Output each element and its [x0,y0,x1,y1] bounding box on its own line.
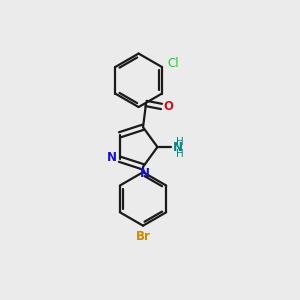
Text: N: N [107,151,117,164]
Text: N: N [173,141,183,154]
Text: Br: Br [136,230,151,243]
Text: H: H [176,137,184,147]
Text: Cl: Cl [167,57,179,70]
Text: O: O [163,100,173,113]
Text: N: N [140,167,149,180]
Text: H: H [176,148,184,159]
